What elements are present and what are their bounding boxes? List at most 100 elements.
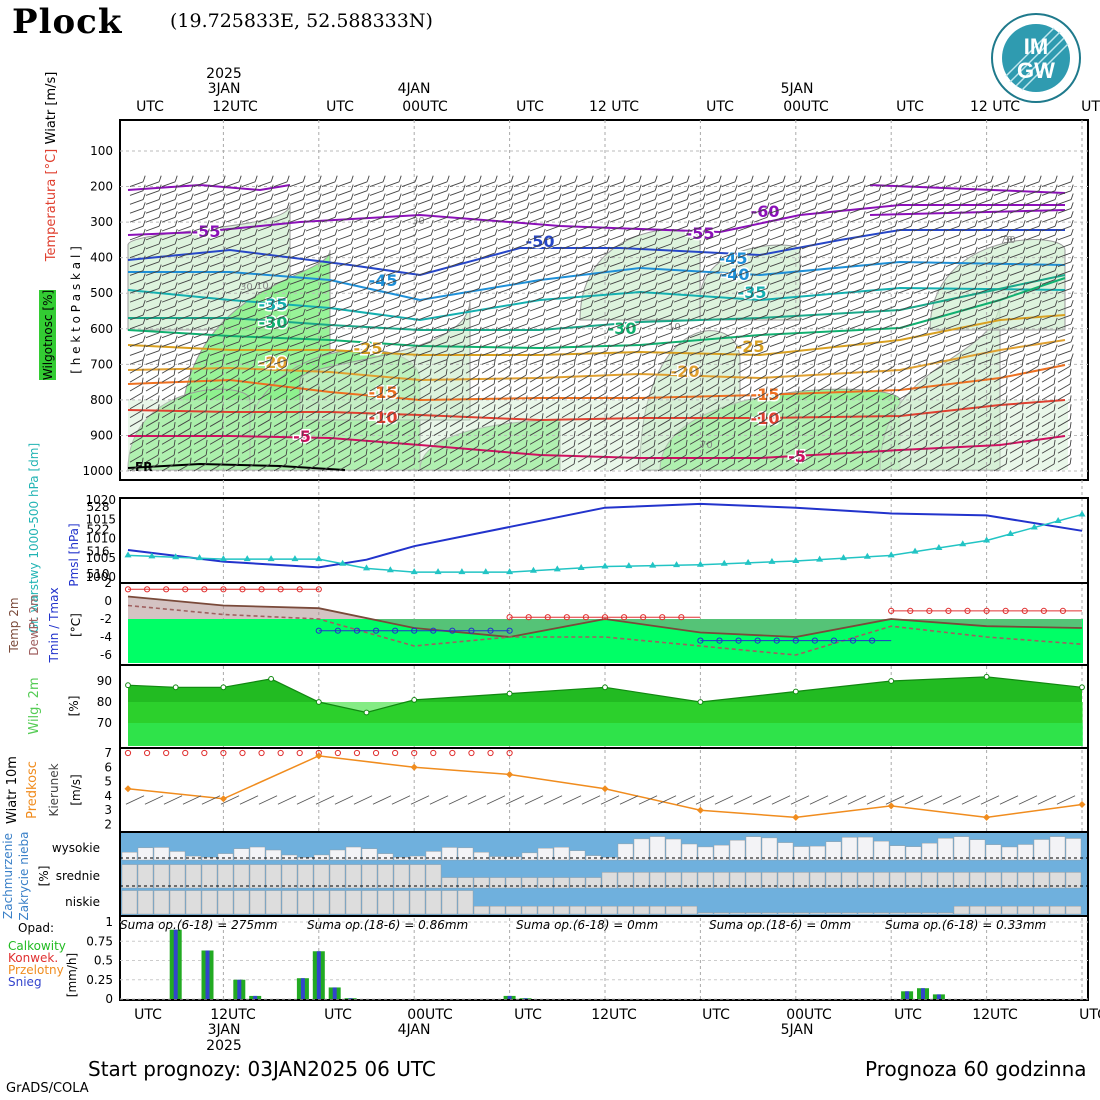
wind-barb	[433, 237, 450, 250]
wind-barb-flag	[862, 335, 866, 342]
wind-barb-shaft	[401, 234, 416, 241]
wind-barb-shaft	[673, 350, 688, 356]
wind-barb	[401, 202, 418, 214]
wind-barb	[977, 291, 994, 303]
wind-barb-shaft	[1057, 359, 1072, 365]
wind-barb-flag	[222, 273, 226, 280]
wind-barb	[929, 273, 946, 285]
wind-barb	[785, 237, 802, 250]
wind-barb-shaft	[353, 288, 368, 294]
wind-barb	[849, 300, 866, 312]
wind-barb-flag	[318, 264, 322, 271]
wind-barb	[849, 228, 866, 241]
wind-barb-shaft	[513, 243, 528, 250]
wind-barb	[545, 344, 562, 356]
wind-barb-flag	[1054, 193, 1058, 200]
wind-barb-flag	[670, 353, 674, 360]
wind-barb-flag	[253, 359, 256, 367]
wind-barb-flag	[878, 300, 882, 307]
wind-barb-shaft	[801, 332, 816, 339]
wind-barb	[465, 291, 482, 303]
wind-barb-shaft	[913, 234, 928, 241]
wind-barb-flag	[237, 359, 240, 367]
wind-barb-shaft	[161, 350, 176, 356]
wind-barb-flag	[222, 300, 226, 307]
wind-barb-flag	[254, 184, 258, 191]
wind-barb	[161, 264, 178, 276]
wind-barb-flag	[798, 211, 802, 218]
wind-barb-flag	[542, 335, 546, 342]
wind-barb	[945, 300, 962, 312]
wind-barb-shaft	[273, 252, 288, 259]
wind-barb-flag	[894, 308, 898, 316]
wind-barb-shaft	[465, 383, 479, 392]
wind-barb-flag	[766, 291, 770, 298]
wind-barb-shaft	[977, 374, 991, 383]
wind-barb	[353, 291, 370, 303]
wind-barb	[1041, 193, 1058, 205]
wind-barb	[225, 228, 242, 241]
wind-barb-shaft	[433, 190, 448, 196]
wind-barb	[625, 308, 642, 321]
wind-barb	[385, 237, 402, 250]
wind-barb-flag	[238, 202, 242, 209]
wind-barb-shaft	[305, 225, 320, 232]
wind-barb-flag	[974, 175, 978, 182]
wind-barb-shaft	[1057, 383, 1071, 392]
wind-barb-flag	[350, 273, 354, 280]
wind-barb	[193, 317, 210, 330]
wind-barb-flag	[654, 193, 658, 200]
wind-barb-flag	[670, 246, 674, 254]
wind-barb-shaft	[625, 234, 640, 241]
wind-barb-flag	[670, 202, 674, 209]
wind-barb-shaft	[753, 261, 768, 267]
wind-barb-shaft	[529, 359, 544, 365]
wind-barb	[817, 237, 834, 250]
wind-barb-flag	[302, 273, 306, 280]
wind-barb	[689, 344, 706, 356]
wind-barb-shaft	[369, 243, 384, 250]
wind-barb-shaft	[721, 199, 736, 205]
wind-barb	[145, 255, 162, 267]
wind-barb-flag	[173, 359, 176, 367]
wind-barb-flag	[206, 326, 210, 334]
wind-barb-shaft	[497, 216, 512, 223]
wind-barb	[705, 386, 720, 401]
wind-barb	[705, 353, 722, 365]
wind-barb-shaft	[1057, 296, 1072, 303]
wind-barb	[721, 228, 738, 241]
wind-barb-flag	[542, 273, 546, 280]
wind-barb-shaft	[145, 252, 160, 259]
wind-barb	[289, 220, 306, 232]
wind-barb-shaft	[865, 314, 880, 321]
wind-barb-flag	[222, 175, 226, 182]
wind-barb-flag	[285, 359, 288, 367]
wind-barb-flag	[638, 308, 642, 316]
wind-barb-flag	[1054, 335, 1058, 342]
wind-barb-shaft	[753, 288, 768, 294]
wind-barb-flag	[1037, 377, 1040, 385]
wind-barb-shaft	[129, 261, 144, 267]
wind-barb-flag	[862, 184, 866, 191]
wind-barb-shaft	[737, 288, 752, 294]
wind-barb-flag	[605, 377, 608, 385]
wind-barb	[449, 202, 466, 214]
wind-barb-flag	[686, 264, 690, 271]
wind-barb-shaft	[929, 374, 943, 383]
wind-barb-shaft	[625, 305, 640, 312]
wind-barb	[641, 377, 656, 392]
wind-barb-shaft	[529, 216, 544, 223]
wind-barb	[737, 228, 754, 241]
wind-barb	[177, 353, 194, 365]
wind-barb	[785, 335, 802, 347]
wind-barb	[129, 377, 144, 392]
wind-barb-shaft	[673, 305, 688, 312]
wind-barb-shaft	[225, 305, 240, 312]
wind-barb-flag	[798, 317, 802, 325]
wind-barb	[209, 368, 224, 383]
wind-barb	[545, 353, 562, 365]
wind-barb-flag	[142, 282, 146, 289]
wind-barb-shaft	[945, 225, 960, 232]
wind-barb-flag	[878, 184, 882, 191]
wind-barb-flag	[702, 344, 706, 351]
